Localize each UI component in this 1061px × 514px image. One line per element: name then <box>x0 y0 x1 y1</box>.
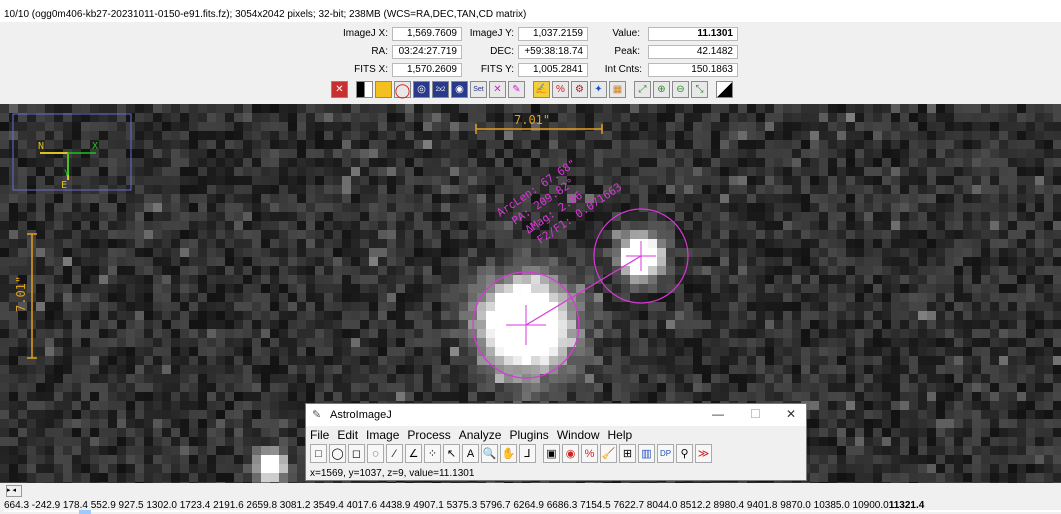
histogram-knob[interactable] <box>79 510 91 514</box>
clear-tool-icon[interactable]: 🧹 <box>600 444 617 463</box>
freehand-tool-icon[interactable]: ◌ <box>367 444 384 463</box>
value-value: 11.1301 <box>648 27 738 41</box>
dropper-tool-icon[interactable]: ⅃ <box>519 444 536 463</box>
image-toolbar: ✕ ◯ ◎ 2x2 ◉ Set ✕ ✎ ✍ % ⚙ ✦ ▦ ⤢ ⊕ ⊖ ⤡ <box>331 81 733 101</box>
annotate-icon[interactable]: ✍ <box>533 81 550 98</box>
set-aperture-icon[interactable]: Set <box>470 81 487 98</box>
show-annotations-icon[interactable] <box>375 81 392 98</box>
zoom-fit-icon[interactable]: ⤢ <box>634 81 651 98</box>
menu-plugins[interactable]: Plugins <box>509 428 549 442</box>
hand-tool-icon[interactable]: ✋ <box>500 444 517 463</box>
window-title-bar: 10/10 (ogg0m406-kb27-20231011-0150-e91.f… <box>0 0 1061 22</box>
info-panel: ImageJ X: 1,569.7609 ImageJ Y: 1,037.215… <box>0 22 1061 104</box>
menu-image[interactable]: Image <box>366 428 400 442</box>
rectangle-tool-icon[interactable]: □ <box>310 444 327 463</box>
int-cnts-value: 150.1863 <box>648 63 738 77</box>
scroll-arrows-icon[interactable]: ▸ ◂ <box>6 485 22 497</box>
dec-value: +59:38:18.74 <box>518 45 588 59</box>
minimize-button[interactable]: — <box>712 407 724 421</box>
aij-title-bar: ✎ AstroImageJ — ☐ ✕ <box>306 404 806 426</box>
line-tool-icon[interactable]: ⁄ <box>386 444 403 463</box>
microscope-icon: ✎ <box>312 409 322 421</box>
multi-aperture-tool-icon[interactable]: % <box>581 444 598 463</box>
measure-icon[interactable]: ✕ <box>489 81 506 98</box>
histogram-bar[interactable] <box>4 510 1061 512</box>
imagej-y-value: 1,037.2159 <box>518 27 588 41</box>
compass-e-label: E <box>61 180 67 191</box>
compass-y-label: Y <box>64 169 70 179</box>
compass-box <box>12 113 132 191</box>
scale-bar-y-label: 7.01" <box>14 276 28 312</box>
more-tools-icon[interactable]: ≫ <box>695 444 712 463</box>
fits-x-label: FITS X: <box>354 64 388 75</box>
magnifier-tool-icon[interactable]: 🔍 <box>481 444 498 463</box>
point-tool-icon[interactable]: ⁘ <box>424 444 441 463</box>
clear-measure-icon[interactable]: ✎ <box>508 81 525 98</box>
menu-analyze[interactable]: Analyze <box>458 428 502 442</box>
imagej-y-label: ImageJ Y: <box>469 28 514 39</box>
window-title: 10/10 (ogg0m406-kb27-20231011-0150-e91.f… <box>4 9 527 20</box>
fits-y-label: FITS Y: <box>480 64 514 75</box>
stack-tool-icon[interactable]: ▣ <box>543 444 560 463</box>
polygon-tool-icon[interactable]: ◻ <box>348 444 365 463</box>
aperture-primary <box>472 271 580 379</box>
centroid-icon[interactable]: ◎ <box>413 81 430 98</box>
aij-title: AstroImageJ <box>330 409 392 421</box>
astroimagej-window: ✎ AstroImageJ — ☐ ✕ File Edit Image Proc… <box>305 403 807 481</box>
angle-tool-icon[interactable]: ∠ <box>405 444 422 463</box>
oval-tool-icon[interactable]: ◯ <box>329 444 346 463</box>
fits-y-value: 1,005.2841 <box>518 63 588 77</box>
measure-line <box>525 255 642 326</box>
contrast-icon[interactable] <box>716 81 733 98</box>
histogram-scale: 664.3 -242.9 178.4 552.9 927.5 1302.0 17… <box>4 500 924 511</box>
align-tool-icon[interactable]: ⊞ <box>619 444 636 463</box>
menu-window[interactable]: Window <box>556 428 600 442</box>
dp-tool-icon[interactable]: DP <box>657 444 674 463</box>
pipette-tool-icon[interactable]: ⚲ <box>676 444 693 463</box>
aij-status: x=1569, y=1037, z=9, value=11.1301 <box>310 468 475 479</box>
ra-label: RA: <box>371 46 388 57</box>
close-button[interactable]: ✕ <box>786 407 797 421</box>
astrometry-icon[interactable]: ✦ <box>590 81 607 98</box>
compass-x-label: X <box>92 141 98 152</box>
dec-label: DEC: <box>490 46 514 57</box>
multi-aperture-icon[interactable]: ◉ <box>451 81 468 98</box>
2x2-icon[interactable]: 2x2 <box>432 81 449 98</box>
imagej-x-label: ImageJ X: <box>342 28 388 39</box>
scale-bar-x-label: 7.01" <box>514 113 550 127</box>
histogram-max: 11321.4 <box>888 500 925 511</box>
value-label: Value: <box>612 28 640 39</box>
zoom-full-icon[interactable]: ⤡ <box>691 81 708 98</box>
zoom-in-icon[interactable]: ⊕ <box>653 81 670 98</box>
flip-icon[interactable]: ⚙ <box>571 81 588 98</box>
fits-x-value: 1,570.2609 <box>392 63 462 77</box>
text-tool-icon[interactable]: A <box>462 444 479 463</box>
photometry-icon[interactable]: % <box>552 81 569 98</box>
aperture-tool-icon[interactable]: ◉ <box>562 444 579 463</box>
table-tool-icon[interactable]: ▥ <box>638 444 655 463</box>
histogram-values: 664.3 -242.9 178.4 552.9 927.5 1302.0 17… <box>4 500 889 511</box>
imagej-x-value: 1,569.7609 <box>392 27 462 41</box>
histogram-panel: ▸ ◂ 664.3 -242.9 178.4 552.9 927.5 1302.… <box>0 483 1061 514</box>
menu-edit[interactable]: Edit <box>337 428 359 442</box>
ra-value: 03:24:27.719 <box>392 45 462 59</box>
wand-tool-icon[interactable]: ↖ <box>443 444 460 463</box>
menu-file[interactable]: File <box>310 428 330 442</box>
peak-label: Peak: <box>614 46 640 57</box>
peak-value: 42.1482 <box>648 45 738 59</box>
compass-n-label: N <box>38 141 44 152</box>
zoom-out-icon[interactable]: ⊖ <box>672 81 689 98</box>
maximize-button[interactable]: ☐ <box>750 407 761 421</box>
aij-menubar: File Edit Image Process Analyze Plugins … <box>306 427 806 443</box>
overlay-layer: N X Y E 7.01" 7.01" ArcLen: 67.68" PA: 2… <box>12 113 689 379</box>
menu-process[interactable]: Process <box>407 428 451 442</box>
aij-toolbar: □ ◯ ◻ ◌ ⁄ ∠ ⁘ ↖ A 🔍 ✋ ⅃ ▣ ◉ % 🧹 ⊞ ▥ DP ⚲… <box>310 444 712 463</box>
aperture-secondary <box>593 208 689 304</box>
clear-overlay-icon[interactable]: ✕ <box>331 81 348 98</box>
invert-icon[interactable] <box>356 81 373 98</box>
aperture-icon[interactable]: ◯ <box>394 81 411 98</box>
menu-help[interactable]: Help <box>607 428 633 442</box>
grid-icon[interactable]: ▦ <box>609 81 626 98</box>
int-cnts-label: Int Cnts: <box>604 64 642 75</box>
